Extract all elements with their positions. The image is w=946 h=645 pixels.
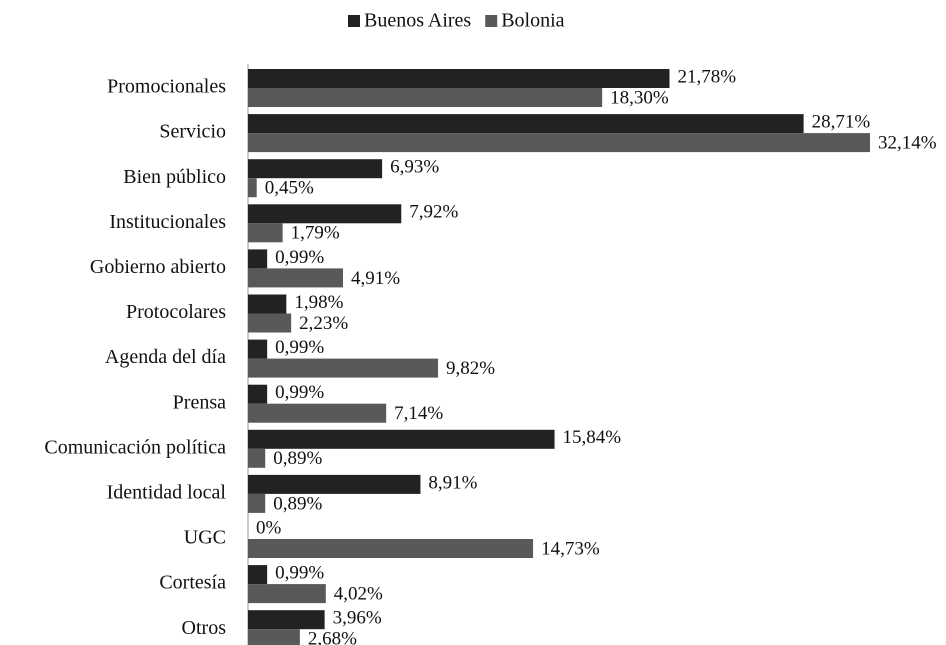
y-tick-label: Bien público [123,166,226,188]
value-label: 4,02% [334,583,383,604]
value-label: 0,89% [273,493,322,514]
value-label: 0,89% [273,448,322,469]
bar [248,114,804,134]
value-label: 28,71% [812,111,871,132]
bar [248,610,325,630]
bar [248,133,870,153]
y-tick-label: Prensa [173,391,226,413]
value-label: 2,23% [299,313,348,334]
legend-label: Bolonia [501,10,564,32]
bar [248,294,287,314]
value-label: 18,30% [610,87,669,108]
value-label: 0,99% [275,337,324,358]
value-label: 7,92% [409,202,458,223]
y-tick-label: Cortesía [159,572,226,594]
value-label: 1,98% [294,292,343,313]
bar [248,539,534,558]
bar [248,384,268,404]
bar [248,178,257,198]
value-label: 3,96% [333,608,382,629]
y-tick-label: Gobierno abierto [90,256,226,278]
bar [248,565,268,585]
bar [248,403,387,423]
bar [248,204,402,224]
y-tick-label: Institucionales [109,211,226,233]
legend-swatch [485,15,498,27]
y-tick-label: Otros [182,617,227,639]
y-tick-label: Identidad local [107,481,227,503]
y-tick-label: Protocolares [126,301,226,323]
value-label: 0,99% [275,382,324,403]
bar [248,584,326,604]
bar [248,249,268,269]
bar [248,339,268,359]
value-label: 1,79% [291,223,340,244]
value-label: 32,14% [878,132,937,153]
value-label: 15,84% [563,427,622,448]
bar [248,159,383,179]
bar [248,448,266,468]
value-label: 21,78% [678,66,737,87]
y-tick-label: Agenda del día [105,346,226,368]
legend-swatch [348,15,360,27]
y-tick-label: Promocionales [107,76,226,98]
value-label: 14,73% [541,538,600,559]
value-label: 0,45% [265,178,314,199]
bar [248,474,421,494]
y-tick-label: Servicio [159,121,226,143]
value-label: 0,99% [275,562,324,583]
value-label: 9,82% [446,358,495,379]
bar [248,268,344,288]
y-tick-label: Comunicación política [44,436,226,458]
bar [248,88,603,107]
legend-label: Buenos Aires [364,10,471,32]
value-label: 0,99% [275,247,324,268]
bar [248,629,300,645]
bar [248,358,439,378]
value-label: 8,91% [428,472,477,493]
value-label: 4,91% [351,268,400,289]
value-label: 2,68% [308,629,357,645]
bar [248,69,670,88]
bar [248,493,266,513]
bar [248,313,292,333]
value-label: 6,93% [390,157,439,178]
bar [248,429,555,449]
y-tick-label: UGC [184,527,226,549]
bar [248,223,283,243]
value-label: 0% [256,517,282,538]
value-label: 7,14% [394,403,443,424]
